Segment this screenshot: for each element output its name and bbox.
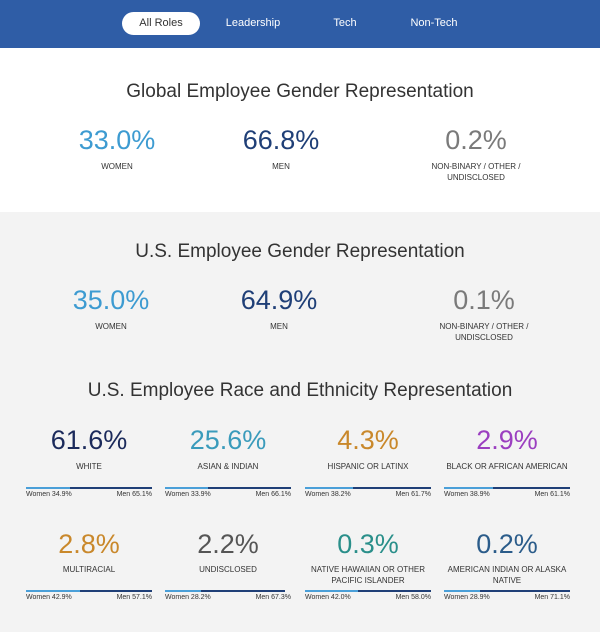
section-title: U.S. Employee Gender Representation — [135, 241, 465, 262]
stat-value: 2.2% — [197, 529, 259, 559]
bar-women — [165, 487, 208, 489]
nav-tab[interactable]: All Roles — [122, 12, 200, 35]
women-share: Women 28.9% — [444, 594, 490, 601]
men-share: Men 65.1% — [116, 491, 152, 498]
women-share: Women 33.9% — [165, 491, 211, 498]
men-share: Men 61.1% — [534, 491, 570, 498]
bar-men — [80, 590, 152, 592]
bar-men — [200, 590, 286, 592]
stat-value: 66.8% — [242, 125, 320, 155]
nav-tab[interactable]: Tech — [333, 17, 357, 29]
stat-label: MEN — [270, 322, 288, 331]
bar-men — [357, 590, 431, 592]
stat-value: 0.2% — [476, 529, 538, 559]
stat-label: HISPANIC OR LATINX — [327, 462, 409, 471]
stat-label: AMERICAN INDIAN OR ALASKA NATIVE — [447, 565, 567, 585]
stat-label: MULTIRACIAL — [62, 565, 116, 574]
men-share: Men 71.1% — [534, 594, 570, 601]
stat-label: WHITE — [76, 462, 102, 471]
stat-label: NON-BINARY / OTHER / UNDISCLOSED — [431, 162, 521, 182]
bar-women — [26, 487, 70, 489]
men-share: Men 57.1% — [116, 594, 152, 601]
stat-label: WOMEN — [101, 162, 133, 171]
stat-value: 25.6% — [189, 425, 267, 455]
stat-value: 64.9% — [240, 285, 318, 315]
bar-men — [493, 487, 570, 489]
men-share: Men 58.0% — [395, 594, 431, 601]
stat-label: NATIVE HAWAIIAN OR OTHER PACIFIC ISLANDE… — [311, 565, 425, 585]
stat-value: 0.3% — [337, 529, 399, 559]
bar-women — [444, 590, 481, 592]
stat-label: BLACK OR AFRICAN AMERICAN — [446, 462, 568, 471]
bar-men — [353, 487, 431, 489]
men-share: Men 66.1% — [255, 491, 291, 498]
stat-label: WOMEN — [95, 322, 127, 331]
women-share: Women 34.9% — [26, 491, 72, 498]
stat-value: 0.2% — [445, 125, 507, 155]
bar-women — [165, 590, 201, 592]
women-share: Women 38.9% — [444, 491, 490, 498]
nav-tab[interactable]: Leadership — [225, 17, 281, 29]
men-share: Men 67.3% — [255, 594, 291, 601]
nav-bar — [0, 0, 600, 48]
bar-women — [444, 487, 493, 489]
bar-women — [305, 487, 354, 489]
women-share: Women 42.0% — [305, 594, 351, 601]
section-title: Global Employee Gender Representation — [126, 81, 474, 102]
bar-men — [69, 487, 152, 489]
stat-label: MEN — [272, 162, 290, 171]
women-share: Women 42.9% — [26, 594, 72, 601]
bar-women — [26, 590, 81, 592]
stat-label: UNDISCLOSED — [199, 565, 257, 574]
bar-women — [305, 590, 358, 592]
stat-value: 0.1% — [453, 285, 515, 315]
section-title: U.S. Employee Race and Ethnicity Represe… — [87, 380, 513, 401]
stat-value: 35.0% — [72, 285, 150, 315]
women-share: Women 38.2% — [305, 491, 351, 498]
stat-value: 33.0% — [78, 125, 156, 155]
global-section — [0, 48, 600, 212]
stat-value: 2.8% — [58, 529, 120, 559]
stat-value: 4.3% — [337, 425, 399, 455]
stat-value: 61.6% — [50, 425, 128, 455]
women-share: Women 28.2% — [165, 594, 211, 601]
stat-label: NON-BINARY / OTHER / UNDISCLOSED — [439, 322, 529, 342]
men-share: Men 61.7% — [395, 491, 431, 498]
stat-label: ASIAN & INDIAN — [197, 462, 259, 471]
bar-men — [480, 590, 570, 592]
bar-men — [207, 487, 291, 489]
stat-value: 2.9% — [476, 425, 538, 455]
nav-tab[interactable]: Non-Tech — [410, 17, 458, 29]
